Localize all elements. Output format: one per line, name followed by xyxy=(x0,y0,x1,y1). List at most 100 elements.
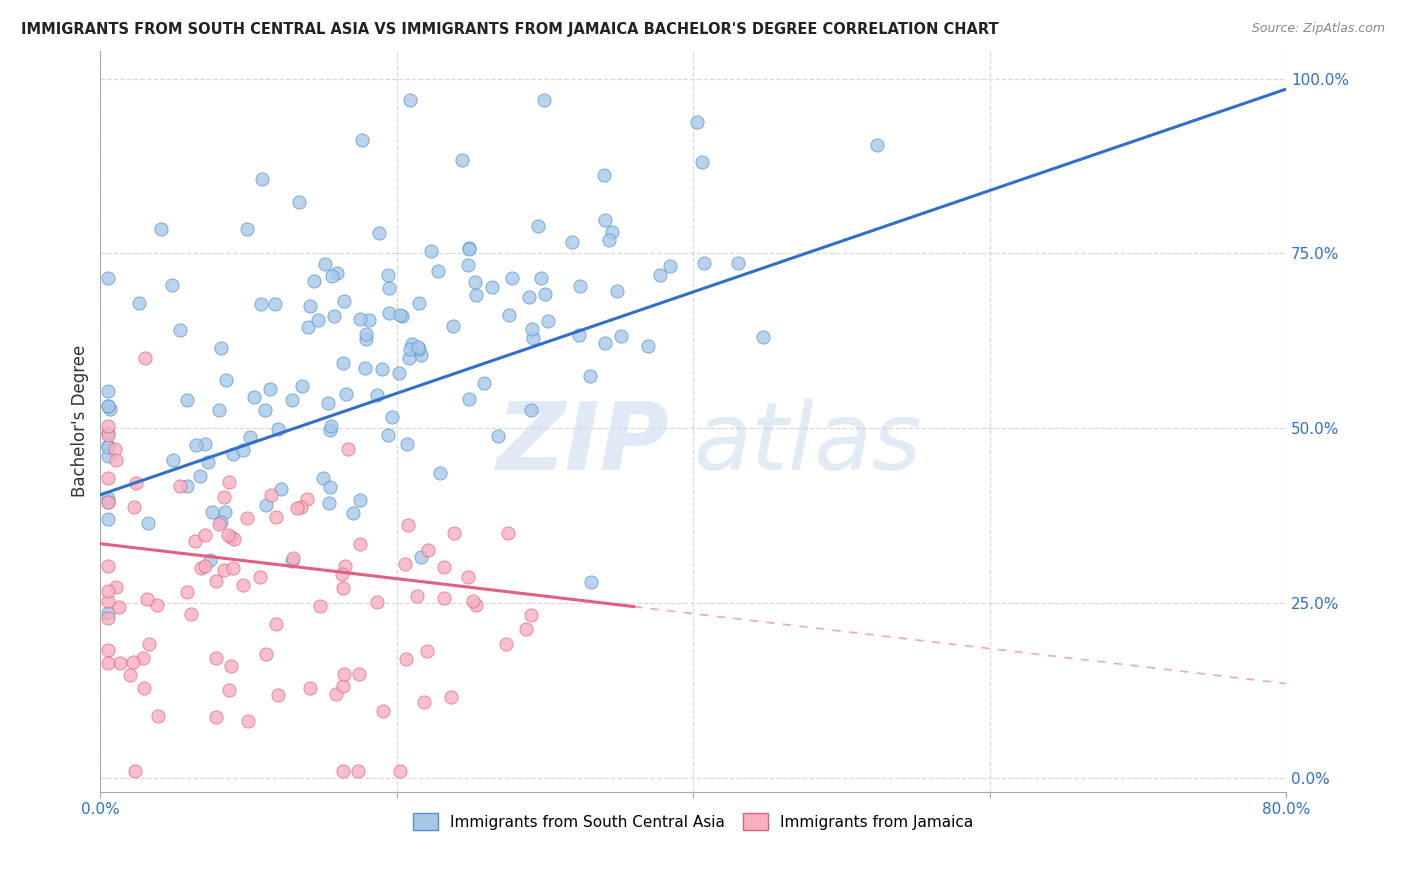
Legend: Immigrants from South Central Asia, Immigrants from Jamaica: Immigrants from South Central Asia, Immi… xyxy=(408,807,979,836)
Point xyxy=(205,709,228,723)
Point xyxy=(197,455,219,469)
Point xyxy=(650,268,672,283)
Point xyxy=(395,652,418,666)
Point xyxy=(495,637,517,651)
Point xyxy=(408,296,430,310)
Point xyxy=(332,764,354,778)
Point xyxy=(134,351,156,366)
Point xyxy=(332,679,354,693)
Point xyxy=(396,517,419,532)
Point xyxy=(222,447,245,461)
Point xyxy=(242,390,264,404)
Point xyxy=(537,314,560,328)
Point xyxy=(97,399,120,413)
Point xyxy=(136,516,159,530)
Point xyxy=(232,578,254,592)
Point xyxy=(314,257,336,271)
Point xyxy=(208,403,231,417)
Point xyxy=(394,557,416,571)
Point xyxy=(281,393,304,408)
Point xyxy=(209,515,232,529)
Point xyxy=(312,471,335,485)
Point xyxy=(357,313,380,327)
Point xyxy=(218,682,240,697)
Point xyxy=(221,560,243,574)
Point xyxy=(254,403,277,417)
Point xyxy=(429,467,451,481)
Point xyxy=(419,244,441,258)
Point xyxy=(135,591,157,606)
Point xyxy=(214,505,236,519)
Point xyxy=(118,668,141,682)
Point xyxy=(498,308,520,322)
Point xyxy=(337,442,360,457)
Point xyxy=(254,647,277,661)
Point xyxy=(659,259,682,273)
Point xyxy=(569,279,592,293)
Point xyxy=(221,658,243,673)
Y-axis label: Bachelor's Degree: Bachelor's Degree xyxy=(72,345,89,498)
Point xyxy=(602,225,624,239)
Point xyxy=(389,308,412,322)
Point xyxy=(326,266,349,280)
Point xyxy=(176,393,198,408)
Point xyxy=(122,655,145,669)
Point xyxy=(418,543,440,558)
Point xyxy=(593,212,616,227)
Point xyxy=(218,475,240,489)
Point xyxy=(302,275,325,289)
Point xyxy=(378,306,401,320)
Point xyxy=(97,428,120,442)
Text: ZIP: ZIP xyxy=(496,398,669,490)
Point xyxy=(440,690,463,704)
Point xyxy=(104,581,127,595)
Text: Source: ZipAtlas.com: Source: ZipAtlas.com xyxy=(1251,22,1385,36)
Point xyxy=(457,258,479,272)
Point xyxy=(533,93,555,107)
Point xyxy=(520,403,543,417)
Point xyxy=(264,297,287,311)
Point xyxy=(349,537,371,551)
Point xyxy=(217,528,239,542)
Point xyxy=(579,368,602,383)
Point xyxy=(97,494,120,508)
Point xyxy=(124,475,146,490)
Point xyxy=(105,452,128,467)
Point xyxy=(391,309,413,323)
Point xyxy=(162,453,184,467)
Point xyxy=(349,311,371,326)
Point xyxy=(598,233,620,247)
Point xyxy=(291,379,314,393)
Point xyxy=(426,264,449,278)
Point xyxy=(399,342,422,356)
Point xyxy=(184,438,207,452)
Point xyxy=(332,356,354,370)
Point xyxy=(97,471,120,485)
Point xyxy=(464,288,486,302)
Point xyxy=(325,688,347,702)
Point xyxy=(406,340,429,354)
Point xyxy=(690,154,713,169)
Point xyxy=(415,644,437,658)
Point xyxy=(501,271,523,285)
Point xyxy=(97,558,120,573)
Point xyxy=(183,534,205,549)
Point xyxy=(236,510,259,524)
Point xyxy=(433,559,456,574)
Point xyxy=(486,429,509,443)
Point xyxy=(208,517,231,532)
Point xyxy=(406,590,429,604)
Point xyxy=(333,558,356,573)
Point xyxy=(270,482,292,496)
Point xyxy=(287,501,309,516)
Point xyxy=(530,271,553,285)
Point xyxy=(637,338,659,352)
Point xyxy=(287,195,309,210)
Point xyxy=(97,656,120,670)
Point xyxy=(443,525,465,540)
Point xyxy=(527,219,550,234)
Point xyxy=(236,714,259,729)
Point xyxy=(335,387,357,401)
Point xyxy=(349,493,371,508)
Point xyxy=(322,309,344,323)
